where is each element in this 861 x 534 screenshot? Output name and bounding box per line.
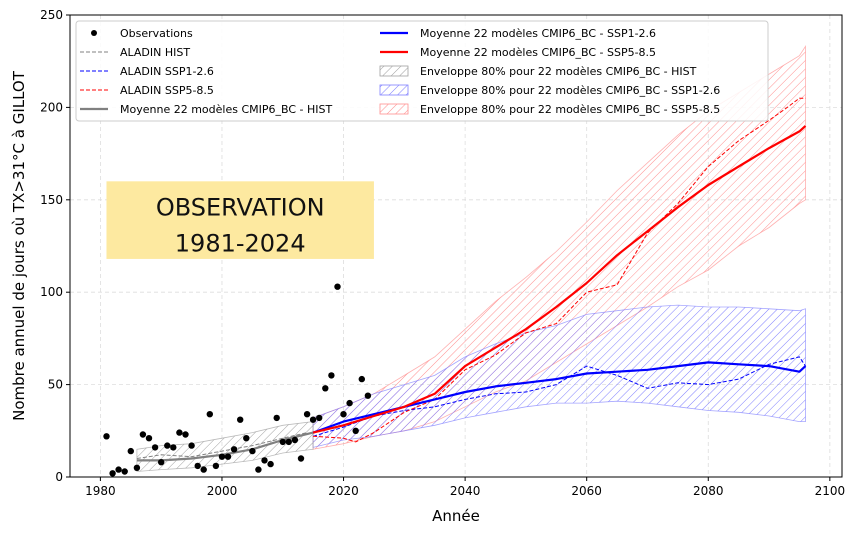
envelope-ssp126 xyxy=(312,304,806,448)
observation-point xyxy=(194,462,201,470)
line-mean-ssp585 xyxy=(312,125,807,434)
y-tick-label-200: 200 xyxy=(40,100,63,114)
observation-point xyxy=(176,429,183,436)
observation-point xyxy=(261,457,268,464)
observation-point xyxy=(303,411,311,418)
observation-point xyxy=(145,435,153,442)
legend-col2-3-swatch xyxy=(379,84,409,96)
observation-point xyxy=(267,460,274,468)
x-tick-label-2000: 2000 xyxy=(207,484,238,498)
observation-point xyxy=(170,444,177,451)
observation-point xyxy=(200,466,207,473)
observation-point xyxy=(334,283,341,290)
observation-point xyxy=(352,427,359,434)
y-tick-label-0: 0 xyxy=(55,470,63,484)
legend-col1-3-label: ALADIN SSP5-8.5 xyxy=(120,84,214,97)
series-lines xyxy=(136,97,807,462)
observation-point xyxy=(109,470,116,477)
observation-point xyxy=(218,453,226,460)
observation-point xyxy=(127,447,134,455)
legend-col2-4-label: Enveloppe 80% pour 22 modèles CMIP6_BC -… xyxy=(420,103,720,116)
x-axis-title: Année xyxy=(432,507,480,525)
observation-point xyxy=(328,372,335,379)
observation-point xyxy=(182,431,189,438)
observation-point xyxy=(188,442,195,449)
observation-point xyxy=(139,431,147,438)
observation-point xyxy=(322,385,329,392)
y-tick-label-100: 100 xyxy=(40,285,63,299)
x-tick-label-2020: 2020 xyxy=(328,484,359,498)
observation-point xyxy=(316,414,323,422)
observation-point xyxy=(103,433,110,440)
x-tick-label-2040: 2040 xyxy=(450,484,481,498)
observation-point xyxy=(249,447,256,455)
x-tick-label-2100: 2100 xyxy=(815,484,846,498)
legend-col1-2-label: ALADIN SSP1-2.6 xyxy=(120,65,214,78)
legend-col2-1-label: Moyenne 22 modèles CMIP6_BC - SSP5-8.5 xyxy=(420,46,656,59)
observation-point xyxy=(346,399,353,407)
legend: Observations ALADIN HIST ALADIN SSP1-2.6 AL… xyxy=(75,20,769,122)
legend-col2-2-label: Enveloppe 80% pour 22 modèles CMIP6_BC -… xyxy=(420,65,697,78)
observation-annotation: OBSERVATION 1981-2024 xyxy=(106,181,374,259)
observation-point xyxy=(285,438,292,446)
observation-points xyxy=(103,283,372,477)
y-axis-title: Nombre annuel de jours où TX>31°C à GILL… xyxy=(10,70,28,421)
observation-point xyxy=(309,416,317,423)
observation-point xyxy=(273,414,280,422)
observation-point xyxy=(121,468,128,475)
annotation-line-1: OBSERVATION xyxy=(156,193,325,221)
line-aladin-hist xyxy=(136,432,308,459)
observation-point xyxy=(291,436,299,444)
y-tick-label-250: 250 xyxy=(40,8,63,22)
observation-point xyxy=(358,375,365,383)
observation-point xyxy=(206,411,213,418)
axes: 1980 2000 2020 2040 2060 2080 2100 0 50 100 150 200… xyxy=(40,8,845,498)
observation-point xyxy=(297,455,305,462)
observation-point xyxy=(133,464,141,471)
y-tick-label-150: 150 xyxy=(40,193,63,207)
y-tick-label-50: 50 xyxy=(48,378,63,392)
observation-point xyxy=(158,459,165,466)
observation-point xyxy=(224,453,232,460)
observation-point xyxy=(364,392,372,399)
observation-point xyxy=(237,416,244,423)
observation-point xyxy=(243,435,250,442)
legend-col2-2-swatch xyxy=(379,65,409,77)
legend-col1-4-label: Moyenne 22 modèles CMIP6_BC - HIST xyxy=(120,103,332,116)
legend-frame xyxy=(75,20,769,122)
observation-point xyxy=(151,444,159,451)
legend-col2-3-label: Enveloppe 80% pour 22 modèles CMIP6_BC -… xyxy=(420,84,720,97)
line-aladin-ssp585 xyxy=(313,97,806,443)
legend-col1-1-label: ALADIN HIST xyxy=(120,46,190,59)
legend-col1-0-marker xyxy=(91,30,97,36)
annotation-box xyxy=(106,181,374,259)
observation-point xyxy=(115,466,122,473)
plot-frame xyxy=(69,14,843,478)
observation-point xyxy=(164,442,171,449)
x-tick-label-2080: 2080 xyxy=(693,484,724,498)
observation-point xyxy=(255,466,262,473)
x-tick-label-1980: 1980 xyxy=(85,484,116,498)
legend-col2-4-swatch xyxy=(379,103,409,115)
annotation-line-2: 1981-2024 xyxy=(175,229,306,257)
legend-col2-0-label: Moyenne 22 modèles CMIP6_BC - SSP1-2.6 xyxy=(420,27,656,40)
observation-point xyxy=(212,462,220,470)
observation-point xyxy=(279,438,286,446)
observation-point xyxy=(230,446,238,453)
observation-point xyxy=(340,411,347,418)
legend-col1-0-label: Observations xyxy=(120,27,193,40)
x-tick-label-2060: 2060 xyxy=(571,484,602,498)
